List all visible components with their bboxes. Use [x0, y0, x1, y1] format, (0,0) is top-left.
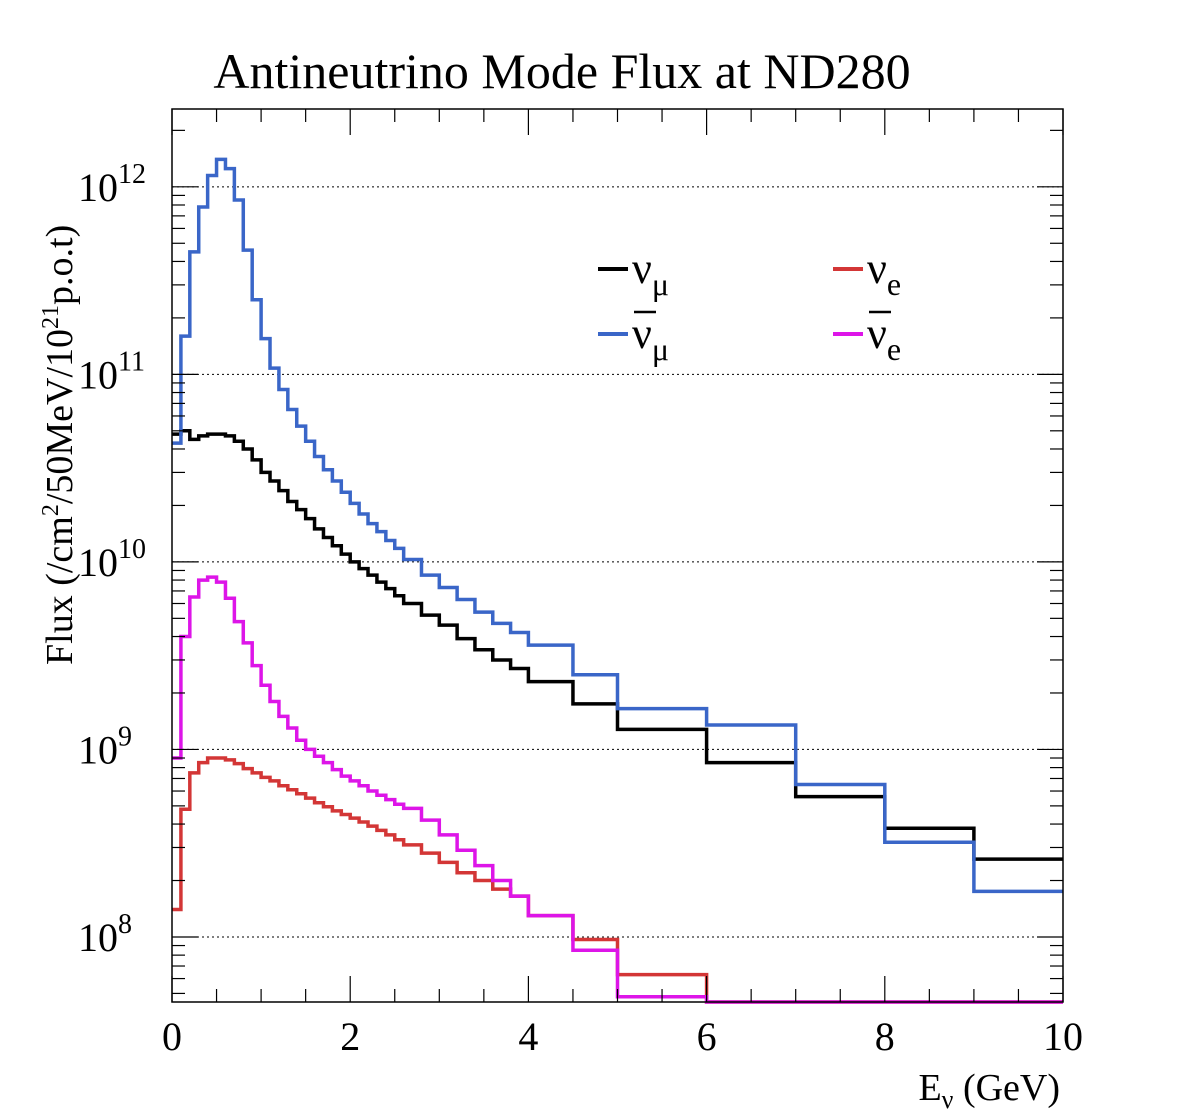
- legend-label: νμ: [632, 244, 669, 302]
- x-axis-title-subscript: ν: [942, 1085, 954, 1114]
- legend-symbol: ν: [867, 244, 887, 293]
- series-layer: [172, 157, 1063, 1004]
- y-tick-exponent: 11: [118, 346, 145, 377]
- legend-label: νe: [867, 309, 901, 367]
- y-tick-base: 10: [78, 915, 118, 960]
- legend-label: νμ: [632, 309, 669, 367]
- legend-subscript: e: [887, 266, 901, 302]
- y-axis-title-part-1: Flux (/cm: [39, 516, 81, 665]
- y-tick-label: 1010: [78, 534, 146, 585]
- x-axis-title: Eν (GeV): [918, 1067, 1060, 1114]
- x-tick-label: 6: [697, 1014, 717, 1059]
- y-tick-exponent: 12: [118, 159, 146, 190]
- y-axis-title-exponent-21: 21: [38, 305, 64, 329]
- y-tick-base: 10: [78, 727, 118, 772]
- series-line-0: [172, 429, 1063, 861]
- series-line-3: [172, 575, 1063, 1004]
- x-tick-label: 2: [340, 1014, 360, 1059]
- legend-subscript: μ: [652, 266, 669, 302]
- series-line-1: [172, 157, 1063, 894]
- x-tick-label: 10: [1043, 1014, 1083, 1059]
- x-axis-title-main: E: [918, 1067, 941, 1109]
- y-tick-base: 10: [78, 352, 118, 397]
- grid-lines: [172, 186, 1063, 938]
- x-tick-labels: 0 2 4 6 8 10: [162, 1014, 1083, 1059]
- y-axis-title-part-2: /50MeV/10: [39, 329, 81, 504]
- x-tick-label: 8: [875, 1014, 895, 1059]
- y-tick-label: 1011: [78, 346, 145, 397]
- x-tick-label: 4: [518, 1014, 538, 1059]
- y-tick-label: 1012: [78, 159, 146, 210]
- y-tick-label: 109: [78, 721, 132, 772]
- legend-symbol: ν: [867, 309, 887, 358]
- y-axis-title-exponent-2: 2: [38, 504, 64, 516]
- y-tick-exponent: 8: [118, 909, 132, 940]
- legend-subscript: μ: [652, 331, 669, 367]
- y-axis-title: Flux (/cm2/50MeV/1021p.o.t): [38, 225, 81, 665]
- y-tick-base: 10: [78, 165, 118, 210]
- legend-label: νe: [867, 244, 901, 302]
- legend-subscript: e: [887, 331, 901, 367]
- legend-symbol: ν: [632, 309, 652, 358]
- x-axis-title-unit: (GeV): [953, 1067, 1060, 1109]
- x-tick-label: 0: [162, 1014, 182, 1059]
- plot-frame: [171, 108, 1064, 1003]
- axis-ticks: [171, 109, 1064, 1002]
- y-tick-base: 10: [78, 540, 118, 585]
- legend-symbol: ν: [632, 244, 652, 293]
- chart-title: Antineutrino Mode Flux at ND280: [213, 43, 910, 99]
- y-tick-label: 108: [78, 909, 132, 960]
- y-tick-exponent: 10: [118, 534, 146, 565]
- y-axis-title-part-3: p.o.t): [39, 225, 81, 305]
- y-tick-exponent: 9: [118, 721, 132, 752]
